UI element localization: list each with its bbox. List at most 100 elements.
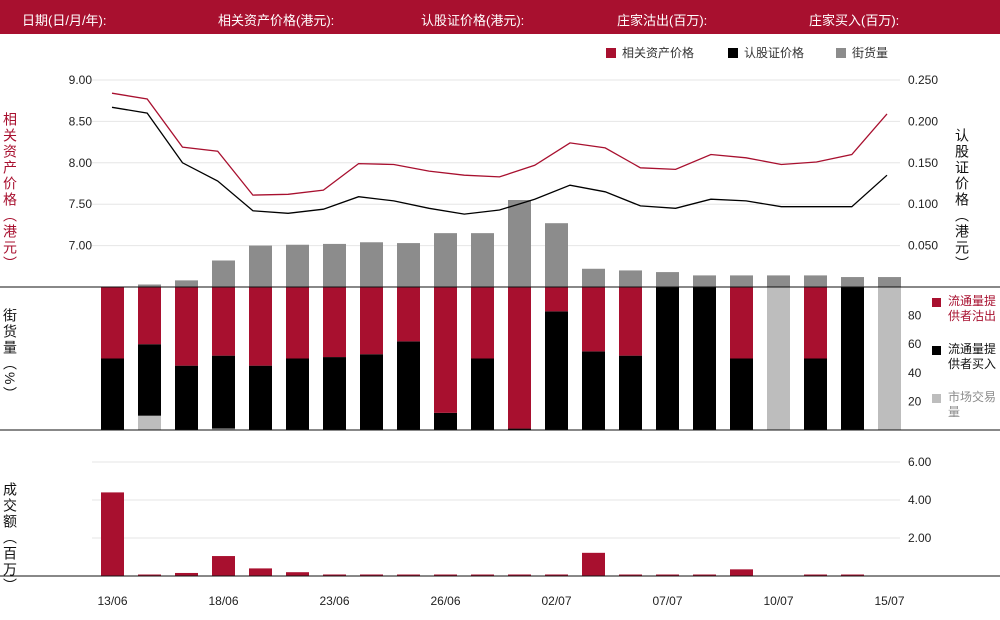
warrant-price-label: 认股证价格(港元): xyxy=(421,13,525,28)
turnover-bar xyxy=(545,574,568,576)
lp-stacked-bars xyxy=(101,287,901,430)
date-label: 日期(日/月/年): xyxy=(22,13,107,28)
legend-item-warrant[interactable]: 认股证价格 xyxy=(728,44,804,61)
lp-sell-bar xyxy=(397,287,420,342)
right-price-tick: 0.100 xyxy=(908,197,938,211)
left-price-tick: 7.00 xyxy=(69,239,93,253)
turnover-axis-title: 成交额（百万） xyxy=(2,482,18,594)
turnover-bar xyxy=(138,574,161,576)
x-tick-label: 02/07 xyxy=(541,594,571,608)
mm-sell-label: 庄家沽出(百万): xyxy=(617,13,708,28)
outstanding-bar xyxy=(804,275,827,287)
underlying-price-label: 相关资产价格(港元): xyxy=(218,13,335,28)
legend-item-lp-sell[interactable]: 流通量提供者沽出 xyxy=(932,294,1000,334)
turnover-tick: 4.00 xyxy=(908,493,932,507)
legend-label-warrant: 认股证价格 xyxy=(744,46,805,60)
lp-sell-bar xyxy=(434,287,457,413)
outstanding-bar xyxy=(397,243,420,287)
outstanding-bar xyxy=(878,277,901,287)
outstanding-bar xyxy=(249,245,272,287)
turnover-bar xyxy=(619,574,642,576)
turnover-bar xyxy=(804,574,827,576)
turnover-bar xyxy=(434,574,457,576)
legend-swatch-lp-sell xyxy=(932,298,941,307)
right-price-tick: 0.200 xyxy=(908,114,938,128)
legend-item-underlying[interactable]: 相关资产价格 xyxy=(606,44,694,61)
outstanding-bar xyxy=(175,280,198,287)
outstanding-bar xyxy=(693,275,716,287)
turnover-bar xyxy=(508,574,531,576)
legend-swatch-underlying xyxy=(606,48,616,58)
turnover-tick: 2.00 xyxy=(908,531,932,545)
lp-sell-bar xyxy=(508,287,531,429)
lp-sell-bar xyxy=(138,287,161,345)
turnover-bar xyxy=(175,572,198,576)
turnover-bar xyxy=(101,492,124,576)
turnover-bar xyxy=(286,572,309,576)
lp-buy-bar xyxy=(508,428,531,430)
outstanding-bar xyxy=(212,260,235,287)
outstanding-bar xyxy=(619,270,642,287)
mm-buy-label: 庄家买入(百万): xyxy=(809,13,900,28)
lp-buy-bar xyxy=(212,355,235,429)
legend-swatch-warrant xyxy=(728,48,738,58)
turnover-bar xyxy=(471,574,494,576)
lp-buy-bar xyxy=(175,365,198,430)
lp-sell-bar xyxy=(212,287,235,356)
turnover-bar xyxy=(693,574,716,576)
lp-buy-bar xyxy=(841,287,864,430)
turnover-bar xyxy=(841,574,864,576)
turnover-bars xyxy=(101,492,864,576)
turnover-bar xyxy=(730,569,753,576)
x-tick-label: 13/06 xyxy=(97,594,127,608)
legend-label-outstanding: 街货量 xyxy=(852,46,889,60)
outstanding-bar xyxy=(471,233,494,287)
x-tick-label: 07/07 xyxy=(652,594,682,608)
lp-sell-bar xyxy=(175,287,198,366)
right-price-axis-title: 认股证价格（港元） xyxy=(954,128,970,272)
outstanding-bar xyxy=(323,243,346,287)
legend-label-underlying: 相关资产价格 xyxy=(622,46,695,60)
outstanding-bar xyxy=(138,284,161,287)
turnover-bar xyxy=(323,574,346,576)
legend-label-market: 市场交易量 xyxy=(948,390,997,419)
underlying-price-line xyxy=(111,92,888,196)
lp-buy-bar xyxy=(360,354,383,430)
turnover-bar xyxy=(360,574,383,576)
lp-buy-bar xyxy=(804,358,827,430)
outstanding-pct-axis-title: 街货量（%） xyxy=(2,308,18,403)
outstanding-bar xyxy=(434,233,457,287)
lp-sell-bar xyxy=(101,287,124,359)
right-price-tick: 0.250 xyxy=(908,73,938,87)
legend-swatch-lp-buy xyxy=(932,346,941,355)
axes xyxy=(0,286,1000,577)
outstanding-bar xyxy=(545,223,568,287)
lp-buy-bar xyxy=(619,355,642,430)
right-price-tick: 0.150 xyxy=(908,156,938,170)
lp-sell-bar xyxy=(804,287,827,359)
lp-sell-bar xyxy=(619,287,642,356)
outstanding-bar xyxy=(730,275,753,287)
legend-item-outstanding[interactable]: 街货量 xyxy=(836,44,888,61)
lp-buy-bar xyxy=(286,358,309,430)
outstanding-bar xyxy=(508,200,531,287)
left-price-tick: 8.50 xyxy=(69,114,93,128)
price-lines xyxy=(111,92,888,215)
market-volume-bar xyxy=(878,287,901,430)
outstanding-bar xyxy=(582,268,605,287)
lp-buy-bar xyxy=(730,358,753,430)
turnover-bar xyxy=(582,552,605,576)
lp-sell-bar xyxy=(286,287,309,359)
right-price-tick: 0.050 xyxy=(908,239,938,253)
legend-item-lp-buy[interactable]: 流通量提供者买入 xyxy=(932,342,1000,382)
lp-buy-bar xyxy=(545,311,568,430)
lp-buy-bar xyxy=(323,357,346,430)
stack-tick: 80 xyxy=(908,309,922,323)
turnover-bar xyxy=(212,556,235,576)
outstanding-bar xyxy=(286,244,309,287)
left-price-tick: 7.50 xyxy=(69,197,93,211)
legend-item-market[interactable]: 市场交易量 xyxy=(932,390,1000,430)
lp-buy-bar xyxy=(471,358,494,430)
turnover-bar xyxy=(249,568,272,576)
